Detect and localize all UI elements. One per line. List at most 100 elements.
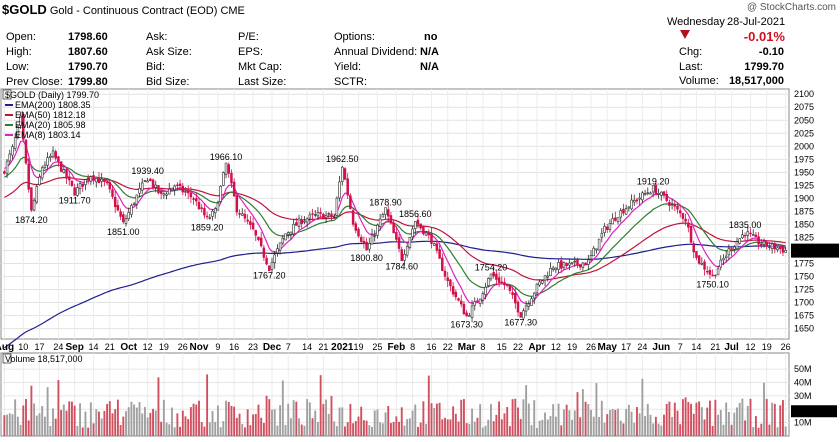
volume-bar <box>171 407 173 436</box>
volume-bar <box>33 403 36 436</box>
candle-body <box>411 228 414 238</box>
candle-body <box>457 298 460 301</box>
candle-body <box>97 177 101 184</box>
volume-bar <box>303 425 306 436</box>
annotation-2: 1939.40 <box>131 166 164 176</box>
candle-body <box>622 208 625 214</box>
volume-bar <box>695 402 698 436</box>
volume-bar <box>422 401 425 436</box>
volume-bar <box>711 425 714 436</box>
volume-bar <box>684 397 687 436</box>
candle-body <box>462 303 466 315</box>
candle-body <box>265 257 268 265</box>
volume-bar <box>471 408 473 436</box>
candle-body <box>292 224 295 235</box>
volume-bar <box>706 407 709 436</box>
volume-bar <box>398 421 401 436</box>
volume-bar <box>414 404 417 436</box>
volume-bar <box>452 406 455 436</box>
candle-body <box>570 262 574 264</box>
volume-bar <box>652 423 655 436</box>
candle-body <box>543 275 547 281</box>
candle-body <box>665 194 668 201</box>
volume-bar <box>108 401 111 436</box>
volume-bar <box>514 398 517 436</box>
volume-bar <box>608 410 611 436</box>
volume-bar <box>368 425 371 436</box>
volume-glyph-icon <box>2 353 12 364</box>
candle-body <box>286 232 290 235</box>
volume-bar <box>400 407 403 436</box>
volume-bar <box>614 409 617 436</box>
down-arrow-icon <box>680 30 690 39</box>
volume-bar <box>654 416 657 436</box>
candle-body <box>619 210 622 218</box>
annotation-17: 1835.00 <box>729 220 762 230</box>
candle-body <box>643 193 647 195</box>
volume-bar <box>176 413 179 436</box>
candle-body <box>660 191 663 196</box>
candle-body <box>565 262 568 267</box>
candle-body <box>354 223 358 231</box>
volume-bar <box>62 404 65 436</box>
legend-entry-2: EMA(20) 1805.98 <box>15 120 86 130</box>
candle-body <box>30 187 33 211</box>
volume-tick-label-0: 50M <box>794 364 812 374</box>
volume-bar <box>511 399 514 436</box>
volume-bar <box>495 414 498 436</box>
candle-body <box>46 157 49 166</box>
candle-body <box>8 153 12 162</box>
candle-body <box>200 207 203 209</box>
volume-bar <box>160 421 163 436</box>
volume-bar <box>533 400 536 436</box>
volume-bar <box>173 427 176 436</box>
candle-body <box>730 248 733 251</box>
volume-bar <box>344 426 346 436</box>
label-sctr: SCTR: <box>334 76 367 88</box>
volume-bar <box>687 402 690 436</box>
ema-50-line <box>4 176 786 281</box>
candle-body <box>592 247 595 257</box>
volume-bar <box>279 405 282 436</box>
candle-body <box>213 208 217 214</box>
volume-bar <box>700 407 703 436</box>
label-low: Low: <box>6 61 30 73</box>
volume-bar <box>617 408 619 436</box>
volume-bar <box>525 385 528 436</box>
volume-bar <box>579 417 582 436</box>
volume-bar <box>95 409 98 436</box>
x-tick-label-11: Nov <box>190 342 209 353</box>
candle-body <box>508 284 512 291</box>
candle-body <box>468 315 471 317</box>
candle-body <box>589 255 593 260</box>
candle-body <box>746 231 750 236</box>
label-open: Open: <box>6 31 36 43</box>
candle-body <box>365 241 368 251</box>
candle-body <box>343 168 347 180</box>
y-tick-label-15: 2025 <box>794 128 814 138</box>
volume-bar <box>30 385 33 436</box>
volume-bar <box>181 410 184 436</box>
candle-body <box>549 267 552 277</box>
volume-bar <box>287 403 290 436</box>
candle-body <box>649 192 652 195</box>
volume-bar <box>671 417 674 436</box>
volume-bar <box>581 389 584 436</box>
volume-bar <box>500 419 503 436</box>
volume-bar <box>744 420 747 436</box>
volume-bar <box>395 416 398 436</box>
volume-bar <box>192 403 195 436</box>
candle-body <box>105 181 109 184</box>
volume-bar <box>254 414 257 436</box>
candle-body <box>59 161 63 172</box>
volume-bar <box>649 414 652 436</box>
volume-bar <box>273 409 276 436</box>
candle-body <box>587 259 590 265</box>
candle-body <box>249 221 252 225</box>
volume-bar <box>311 418 314 436</box>
candle-body <box>568 262 571 266</box>
x-tick-label-37: Jun <box>652 342 670 353</box>
volume-bar <box>357 416 360 436</box>
volume-tick-label-1: 40M <box>794 377 812 387</box>
annotation-13: 1754.20 <box>475 262 508 272</box>
